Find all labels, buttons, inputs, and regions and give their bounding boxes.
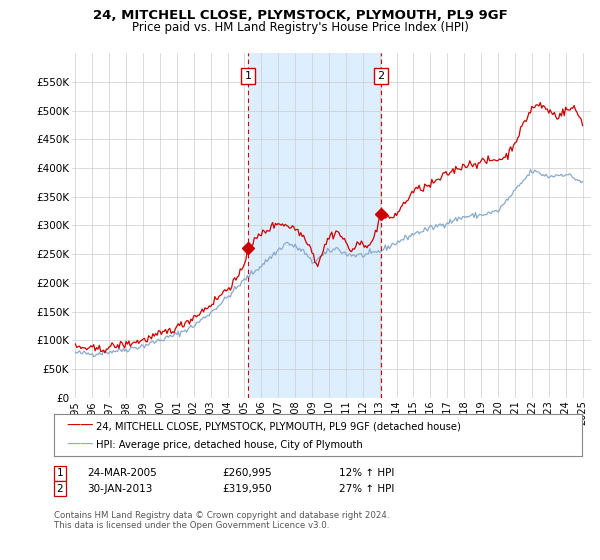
Text: 1: 1 [245,71,252,81]
Text: 30-JAN-2013: 30-JAN-2013 [87,484,152,494]
Text: Price paid vs. HM Land Registry's House Price Index (HPI): Price paid vs. HM Land Registry's House … [131,21,469,34]
Text: Contains HM Land Registry data © Crown copyright and database right 2024.
This d: Contains HM Land Registry data © Crown c… [54,511,389,530]
Text: 1: 1 [56,468,64,478]
Text: ——: —— [66,419,94,433]
Text: £260,995: £260,995 [222,468,272,478]
Text: £319,950: £319,950 [222,484,272,494]
Bar [248,53,381,398]
Text: HPI: Average price, detached house, City of Plymouth: HPI: Average price, detached house, City… [96,440,363,450]
Text: 24, MITCHELL CLOSE, PLYMSTOCK, PLYMOUTH, PL9 9GF: 24, MITCHELL CLOSE, PLYMSTOCK, PLYMOUTH,… [92,9,508,22]
Text: 2: 2 [56,484,64,494]
Text: ——: —— [66,438,94,451]
Text: 24-MAR-2005: 24-MAR-2005 [87,468,157,478]
Text: 12% ↑ HPI: 12% ↑ HPI [339,468,394,478]
Text: 2: 2 [377,71,385,81]
Text: 27% ↑ HPI: 27% ↑ HPI [339,484,394,494]
Text: 24, MITCHELL CLOSE, PLYMSTOCK, PLYMOUTH, PL9 9GF (detached house): 24, MITCHELL CLOSE, PLYMSTOCK, PLYMOUTH,… [96,421,461,431]
